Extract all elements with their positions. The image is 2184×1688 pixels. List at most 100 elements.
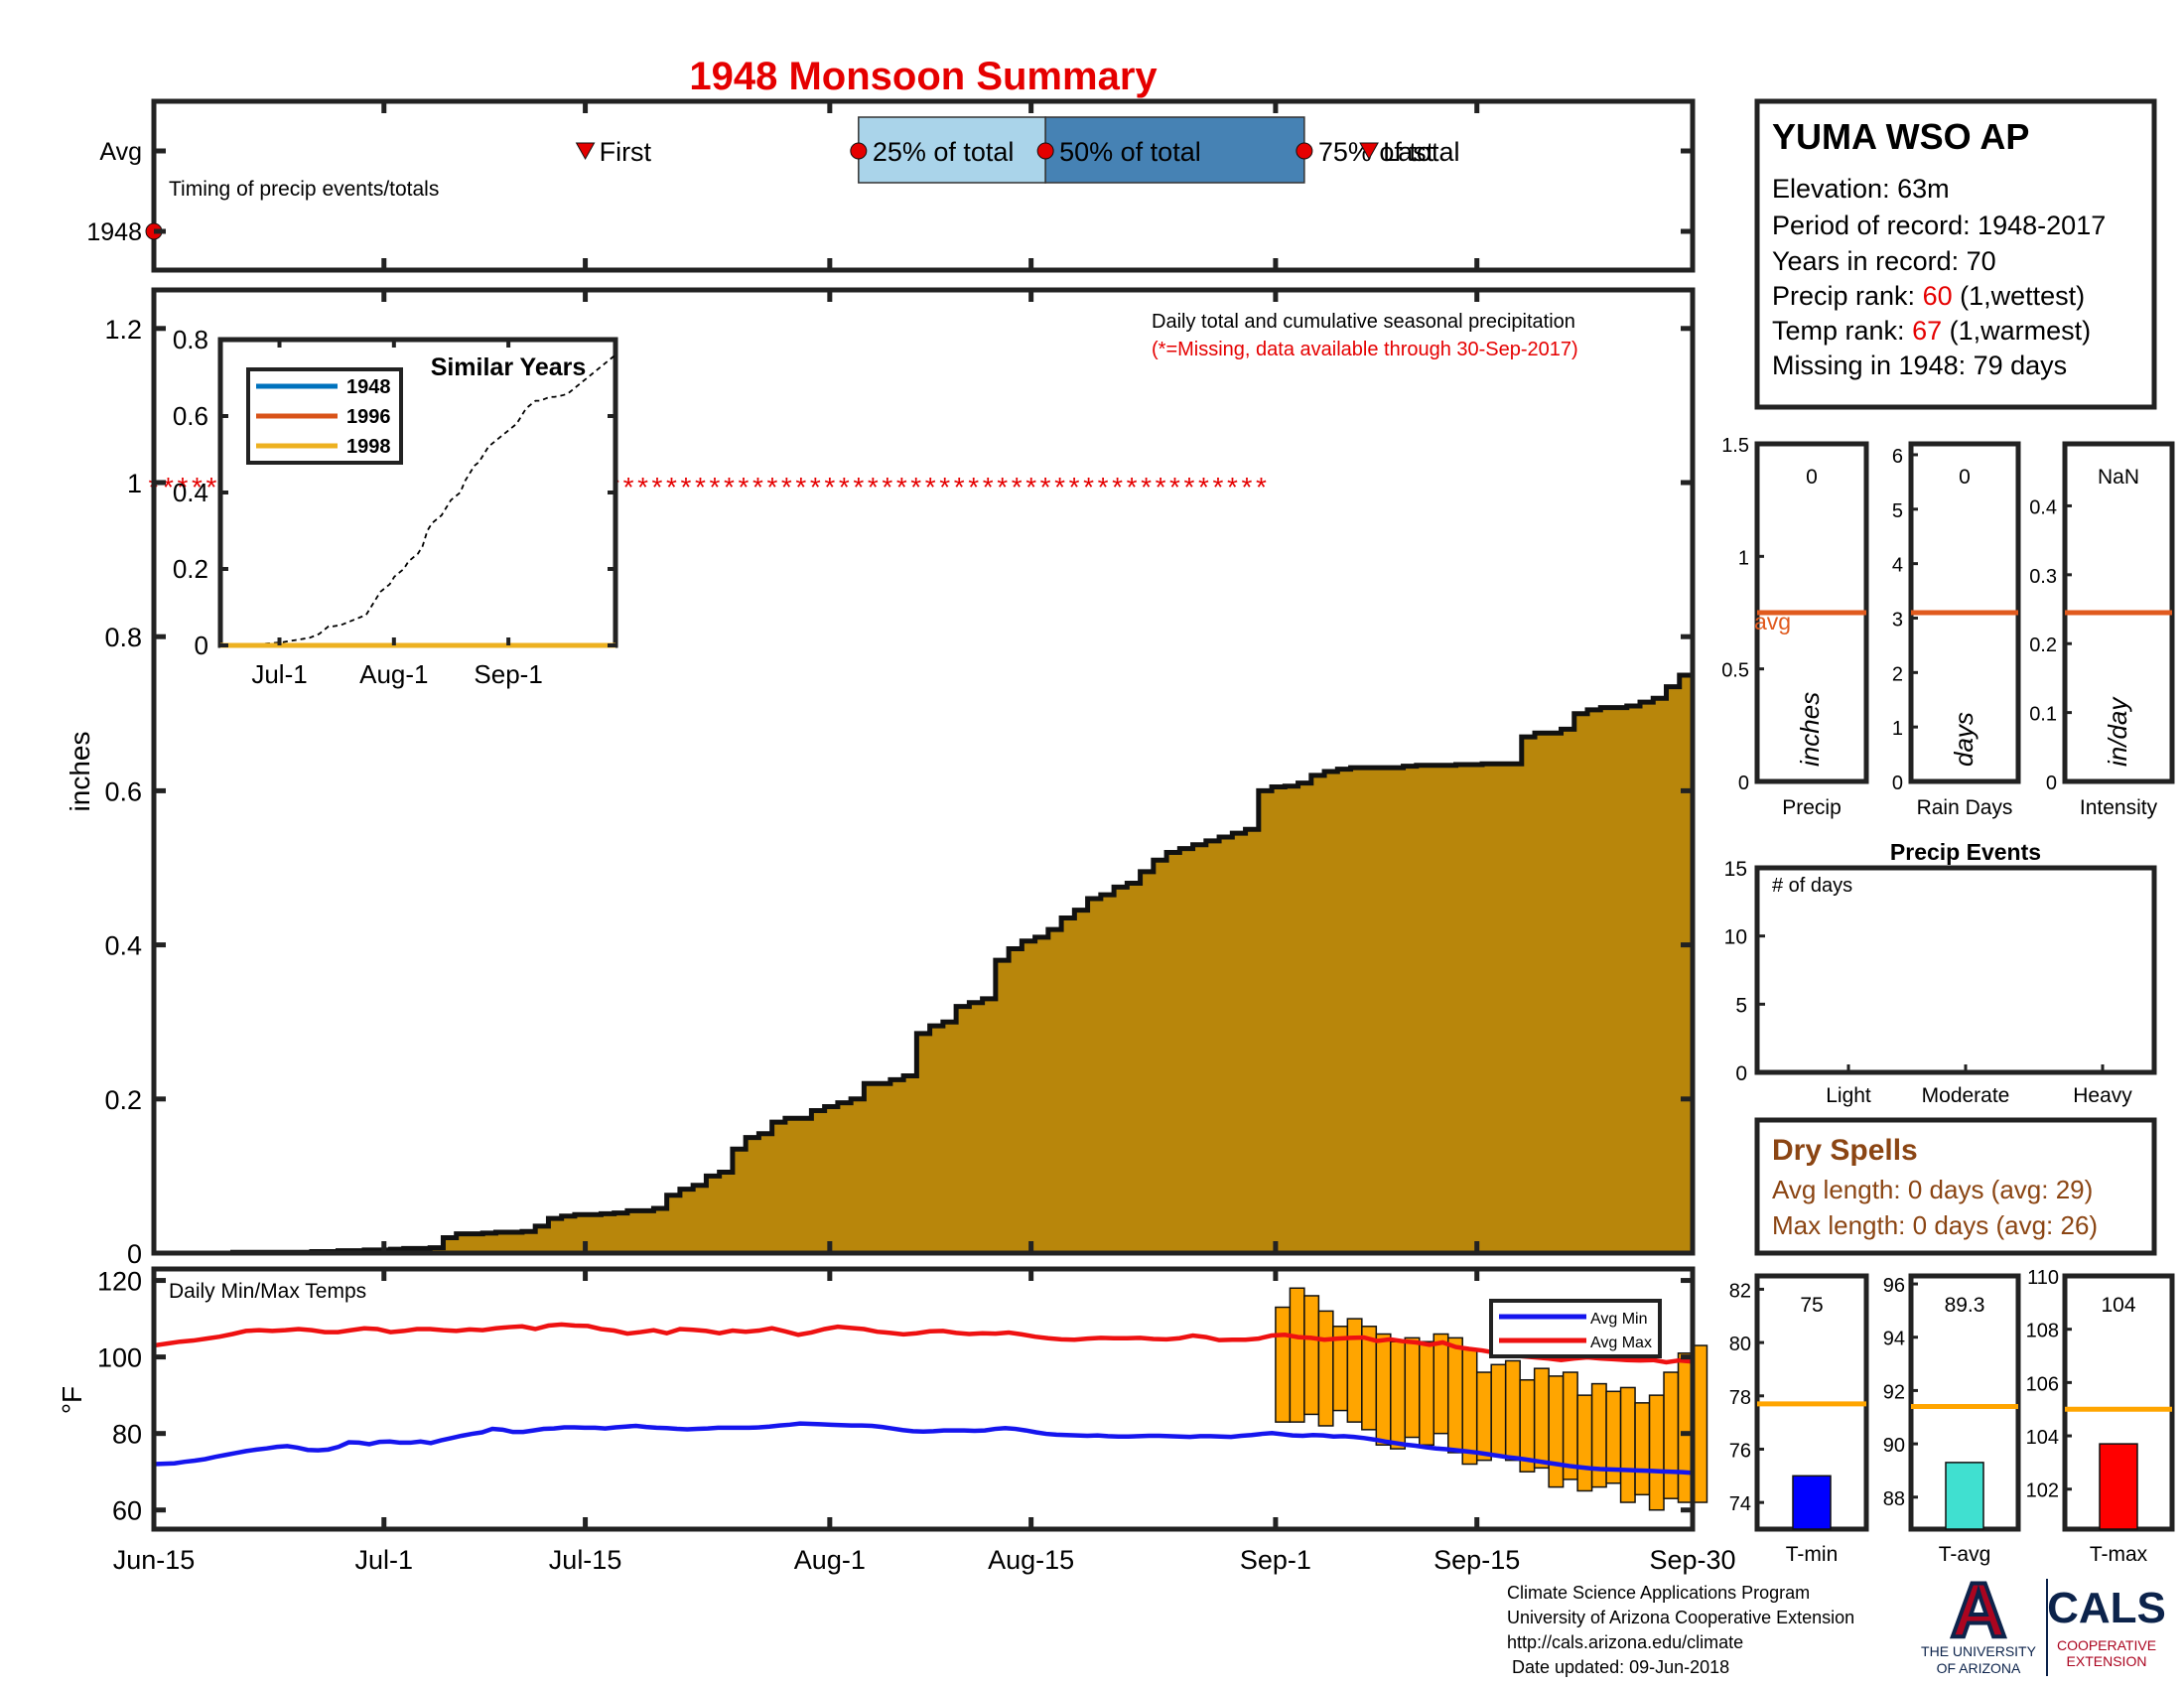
timing-marker-label: 25% of total [873,137,1015,167]
x-axis-date-label: Aug-1 [794,1545,866,1575]
missing-data-marker: * [192,472,203,502]
stat-panel-ytick-label: 0.3 [2029,566,2057,588]
x-axis-date-label: Sep-15 [1433,1545,1520,1575]
main-missing-note: (*=Missing, data available through 30-Se… [1152,339,1578,360]
temp-stat-ytick-label: 104 [2026,1427,2059,1449]
missing-data-marker: * [1098,472,1109,502]
timing-triangle-marker [575,142,596,161]
stat-panel-ytick-label: 0 [1892,773,1903,794]
temp-stat-bar [1945,1462,1984,1530]
timing-marker-label: Last [1383,137,1434,167]
temp-line-avg-max [153,1322,1694,1365]
daily-temp-range-bar [1419,1340,1435,1446]
inset-content: 0 0.2 0.4 0.6 0.8 Jul-1 Aug-1 Sep-1 [173,325,616,689]
missing-data-marker: * [637,472,648,502]
timing-marker-label: 50% of total [1059,137,1201,167]
inset-ytick-label: 0.8 [173,325,208,354]
temp-stat-value: 75 [1800,1294,1823,1317]
temp-stat-ytick-label: 102 [2026,1480,2059,1502]
stat-panel-ytick-label: 0 [1738,773,1749,794]
daily-temp-range-bar [1619,1386,1636,1503]
missing-data-marker: * [781,472,792,502]
logo-university-line-2: OF ARIZONA [1937,1660,2021,1676]
missing-data-marker: * [1069,472,1080,502]
stat-panel-category: Rain Days [1917,796,2013,819]
missing-data-marker: * [1083,472,1094,502]
events-ylabel: # of days [1772,875,1852,897]
missing-data-marker: * [623,472,634,502]
missing-data-marker: * [868,472,879,502]
temp-ylabel: °F [57,1386,87,1414]
x-axis-date-label: Sep-1 [1240,1545,1311,1575]
stat-panel-ytick-label: 0 [2046,773,2057,794]
main-y-axis: 0 0.2 0.4 0.6 0.8 1 1.2 [104,290,1696,1269]
similar-years-inset: 0 0.2 0.4 0.6 0.8 Jul-1 Aug-1 Sep-1 Similar Yea… [173,325,618,689]
temp-stat-ytick-label: 108 [2026,1321,2059,1342]
precip-rank-suffix: (1,wettest) [1953,281,2086,311]
stat-panel-ytick-label: 0.1 [2029,704,2057,726]
temp-line-avg-min [153,1421,1694,1476]
station-temp-rank: Temp rank: 67 (1,warmest) [1772,316,2091,346]
stat-panel-unit: inches [1795,692,1825,767]
daily-temp-range-bar [1317,1310,1334,1427]
timing-dot-marker [1036,142,1054,160]
events-ytick-label: 0 [1735,1062,1747,1085]
main-ytick-label: 0.2 [104,1085,142,1115]
missing-data-marker: * [205,472,216,502]
missing-data-marker: * [766,472,777,502]
logo-university-line-1: THE UNIVERSITY [1921,1643,2037,1659]
temp-stat-value: 104 [2101,1294,2135,1317]
footer-line-1: Climate Science Applications Program [1507,1583,1810,1603]
station-period: Period of record: 1948-2017 [1772,211,2106,240]
daily-temp-range-bar [1303,1295,1320,1416]
timing-panel: Avg 1948 Timing of precip events/totals … [86,98,1696,273]
dry-avg-length: Avg length: 0 days (avg: 29) [1772,1175,2093,1204]
timing-avg-label: Avg [99,138,142,166]
stat-panel-ytick-label: 1.5 [1721,435,1749,457]
inset-ytick-label: 0.2 [173,554,208,584]
timing-caption: Timing of precip events/totals [169,178,439,201]
legend-label-1996: 1996 [346,406,391,428]
daily-temp-range-bar [1461,1348,1478,1466]
inset-legend: 1948 1996 1998 [246,367,403,465]
inset-average-line [220,353,616,646]
missing-data-marker: * [910,472,921,502]
temp-stat-category: T-avg [1939,1543,1991,1566]
temp-stat-ytick-label: 92 [1883,1381,1905,1403]
daily-temp-range-bar [1275,1306,1292,1423]
daily-temp-range-bar [1576,1394,1593,1492]
stat-panel-ytick-label: 0.4 [2029,496,2057,518]
main-ytick-label: 0 [127,1239,142,1269]
footer-line-3: http://cals.arizona.edu/climate [1507,1632,1743,1652]
stat-panel-ytick-label: 0.5 [1721,660,1749,682]
precip-stat-panels: 0 0.5 1 1.5 0 inches Precip 0 1 2 3 4 5 6 0 days Rain Da… [1721,435,2175,819]
daily-temp-range-bar [1590,1382,1607,1488]
missing-data-marker: * [652,472,663,502]
daily-temps-chart: 60 80 100 120 °F Daily Min/Max Temps Avg Mi… [57,1266,1708,1532]
x-axis-date-label: Jul-15 [549,1545,622,1575]
university-logo: A THE UNIVERSITY OF ARIZONA CALS COOPERA… [1921,1564,2166,1676]
stat-panel-ytick-label: 1 [1738,547,1749,569]
inset-title: Similar Years [431,353,587,381]
missing-data-marker: * [1127,472,1138,502]
x-axis-date-label: Aug-15 [988,1545,1074,1575]
missing-data-marker: * [824,472,835,502]
missing-data-marker: * [882,472,892,502]
temp-legend: Avg Min Avg Max [1489,1299,1662,1358]
daily-temp-range-bar [1346,1318,1363,1423]
events-ytick-label: 5 [1735,994,1747,1017]
main-ytick-label: 1 [127,469,142,498]
daily-temp-range-bar [1390,1340,1407,1450]
missing-data-marker: * [1256,472,1267,502]
events-category-label: Moderate [1922,1084,2010,1107]
stat-panel-ytick-label: 2 [1892,663,1903,685]
inset-xtick-label: Jul-1 [251,659,307,689]
timing-dot-marker [850,142,868,160]
missing-data-marker: * [954,472,965,502]
daily-temp-range-bar [1634,1402,1651,1496]
precip-rank-label: Precip rank: [1772,281,1923,311]
missing-data-marker: * [752,472,763,502]
stat-panel-ytick-label: 1 [1892,718,1903,740]
temp-rank-value: 67 [1912,316,1942,346]
missing-data-marker: * [1198,472,1209,502]
